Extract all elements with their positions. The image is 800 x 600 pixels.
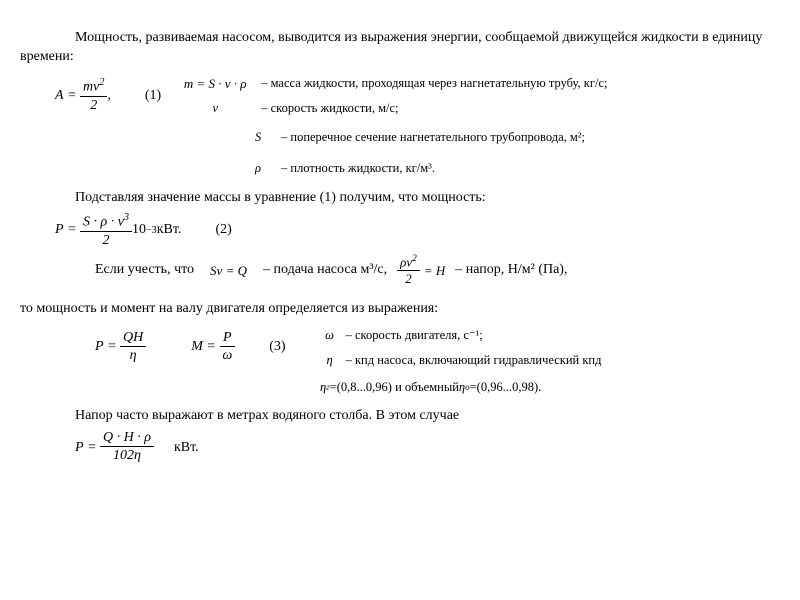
eq1-number: (1) [145, 87, 161, 106]
eq-sv: Sν = Q [210, 262, 247, 280]
eq2-tail-sup: −3 [146, 224, 157, 238]
eq3b-den: ω [219, 347, 235, 365]
def-m-equation: m = S · ν · ρ [175, 75, 255, 93]
equation-3a: P = QH η [95, 330, 146, 365]
eq2-num-sup: 3 [124, 212, 129, 223]
eq3a-lhs: P [95, 338, 104, 357]
def-eta-text: – кпд насоса, включающий гидравлический … [346, 352, 602, 369]
eta-mid-text: =(0,8...0,96) и объемный [330, 379, 459, 396]
eq1-lhs: A [55, 87, 64, 106]
def-S-text: – поперечное сечение нагнетательного тру… [281, 129, 585, 146]
paragraph-4: то мощность и момент на валу двигателя о… [20, 300, 780, 319]
equation-1-row: A = mν2 2 , (1) m = S · ν · ρ – масса жи… [55, 71, 780, 121]
equation-1: A = mν2 2 , [55, 77, 111, 115]
eq3-definitions: ω – скорость двигателя, с⁻¹; η – кпд нас… [320, 323, 602, 373]
eq1-definitions: m = S · ν · ρ – масса жидкости, проходящ… [175, 71, 607, 121]
equation-4-row: P = Q · H · ρ 102η кВт. [75, 430, 780, 465]
def-eta-symbol: η [320, 352, 340, 369]
eqH-rhs: = H [424, 262, 445, 280]
eq3a-num: QH [120, 330, 146, 347]
eq2-den: 2 [100, 232, 113, 250]
def-v-text: – скорость жидкости, м/с; [261, 100, 398, 117]
eq1-tail: , [107, 87, 111, 106]
eq2-tail-a: 10 [132, 221, 146, 240]
def-eta-ranges: ηг =(0,8...0,96) и объемный ηo =(0,96...… [320, 379, 780, 396]
p3-a: Если учесть, что [95, 261, 194, 280]
eq2-number: (2) [215, 221, 231, 240]
def-rho-text: – плотность жидкости, кг/м³. [281, 160, 435, 177]
eqH-num-sup: 2 [412, 254, 417, 264]
eq4-tail: кВт. [174, 439, 199, 458]
eq3-number: (3) [269, 338, 285, 357]
eq3a-den: η [127, 347, 140, 365]
eq2-tail-b: кВт. [157, 221, 182, 240]
paragraph-2: Подставляя значение массы в уравнение (1… [20, 189, 780, 208]
equation-3b: M = P ω [191, 330, 235, 365]
def-v-symbol: ν [175, 100, 255, 117]
eta-end-text: =(0,96...0,98). [470, 379, 542, 396]
def-rho-symbol: ρ [255, 160, 275, 177]
eq1-num-sup: 2 [99, 77, 104, 88]
def-w-text: – скорость двигателя, с⁻¹; [346, 327, 483, 344]
eq1-num: mν [83, 80, 99, 95]
equation-2: P = S · ρ · ν3 2 10−3 кВт. [55, 212, 181, 250]
eq-equals: = [64, 87, 80, 106]
eq3b-num: P [220, 330, 235, 347]
eq4-num: Q · H · ρ [100, 430, 154, 447]
eq2-num: S · ρ · ν [83, 215, 124, 230]
def-S-symbol: S [255, 129, 275, 146]
equation-3-row: P = QH η M = P ω (3) ω – скорость двигат… [95, 323, 780, 373]
paragraph-intro: Мощность, развиваемая насосом, выводится… [20, 29, 780, 67]
paragraph-3-row: Если учесть, что Sν = Q – подача насоса … [95, 254, 780, 288]
def-w-symbol: ω [320, 327, 340, 344]
eq1-den: 2 [87, 97, 100, 115]
eqH-den: 2 [402, 271, 415, 288]
paragraph-5: Напор часто выражают в метрах водяного с… [20, 407, 780, 426]
p3-b: – подача насоса м³/с, [263, 261, 387, 280]
equation-2-row: P = S · ρ · ν3 2 10−3 кВт. (2) [55, 212, 780, 250]
eq4-lhs: P [75, 439, 84, 458]
p3-c: – напор, Н/м² (Па), [455, 261, 567, 280]
eqH-num: ρν [400, 254, 412, 269]
eq3b-lhs: M [191, 338, 203, 357]
eq4-den: 102η [110, 447, 144, 465]
def-m-text: – масса жидкости, проходящая через нагне… [261, 75, 607, 92]
equation-4: P = Q · H · ρ 102η [75, 430, 154, 465]
eq2-lhs: P [55, 221, 64, 240]
eq1-frac: mν2 2 [80, 77, 107, 115]
